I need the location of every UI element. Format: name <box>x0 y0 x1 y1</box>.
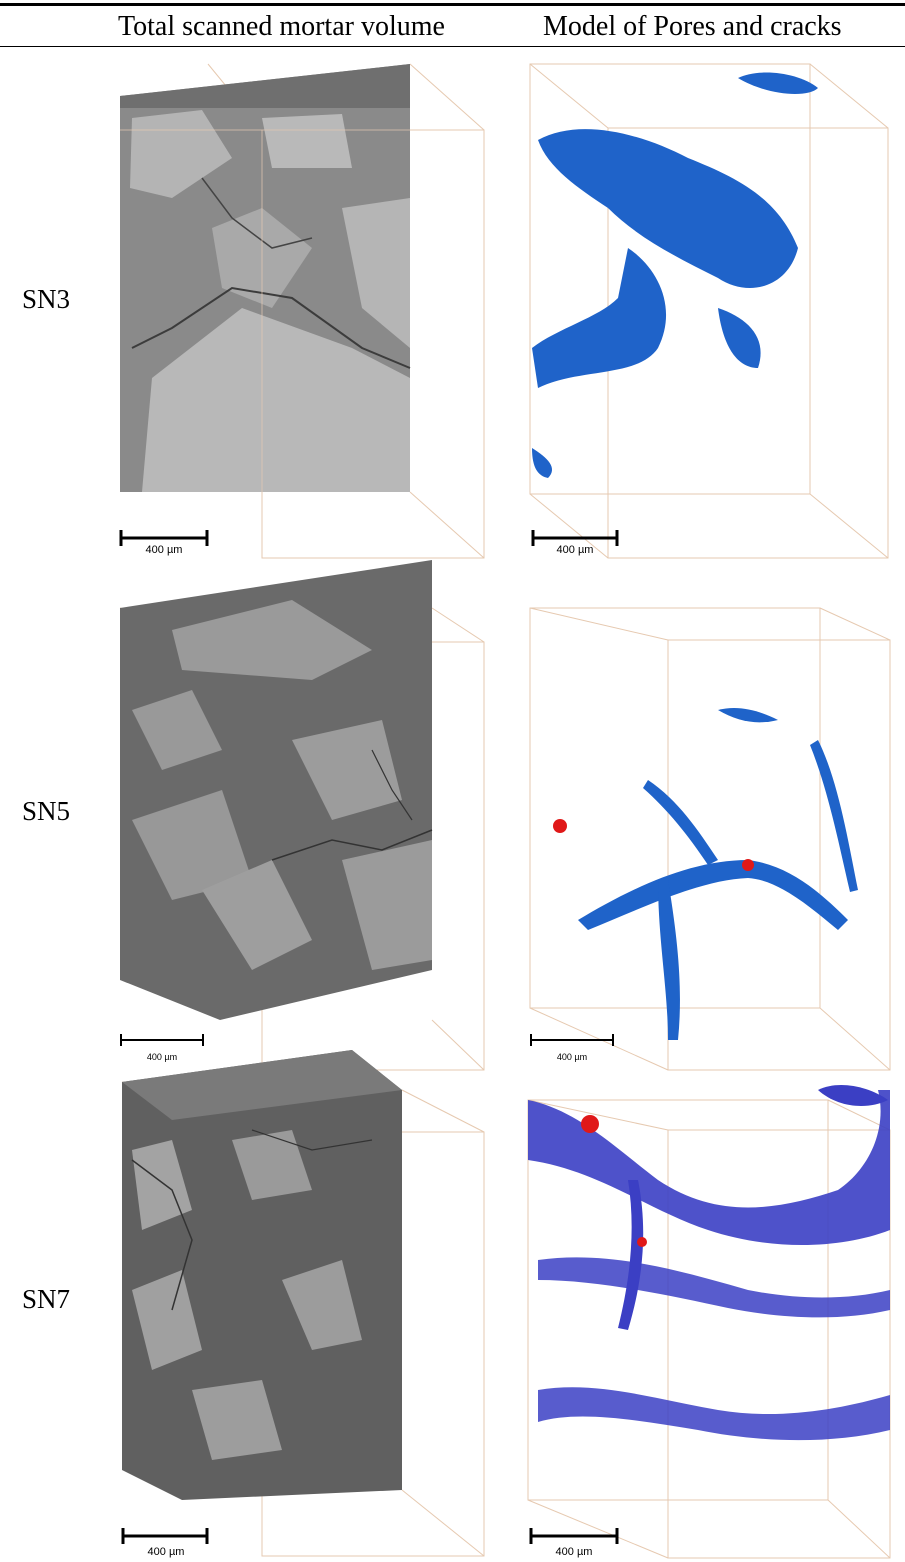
scale-bar-label: 400 µm <box>557 1052 587 1062</box>
scale-bar-label: 400 µm <box>556 1546 593 1558</box>
scale-bar-label: 400 µm <box>146 544 183 556</box>
row-label-sn5: SN5 <box>22 796 71 826</box>
table-header-rule <box>0 46 905 47</box>
column-header-pores-model: Model of Pores and cracks <box>543 11 842 42</box>
scale-bar-label: 400 µm <box>557 544 594 556</box>
sn5-pores-model-render: 400 µm <box>518 560 905 1072</box>
row-label-sn7: SN7 <box>22 1284 71 1314</box>
sn7-scanned-volume-render: 400 µm <box>112 1050 504 1562</box>
sn7-pores-model-render: 400 µm <box>518 1050 905 1562</box>
sn3-pores-model-render: 400 µm <box>518 48 905 560</box>
sn5-scanned-volume-render: 400 µm <box>112 560 504 1072</box>
column-header-scanned-volume: Total scanned mortar volume <box>118 11 445 42</box>
table-top-rule <box>0 3 905 6</box>
scale-bar-label: 400 µm <box>148 1546 185 1558</box>
scale-bar-label: 400 µm <box>147 1052 177 1062</box>
row-label-sn3: SN3 <box>22 284 71 314</box>
sn3-scanned-volume-render: 400 µm <box>112 48 504 560</box>
